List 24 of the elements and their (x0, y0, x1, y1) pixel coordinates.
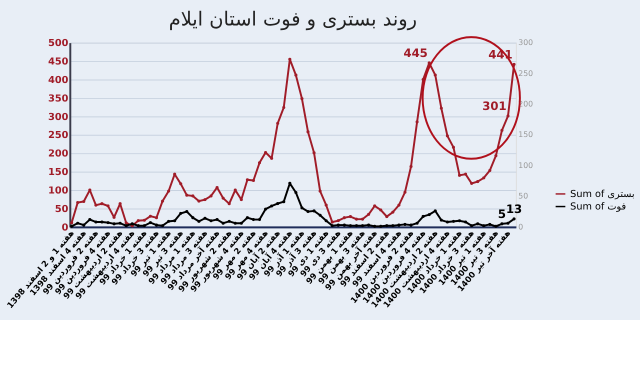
y-tick-label: 500 (48, 38, 69, 50)
y-tick-label: 0 (62, 222, 69, 234)
y2-tick-label: 0 (518, 222, 524, 232)
data-label: 301 (482, 99, 507, 114)
y2-tick-label: 250 (518, 68, 534, 78)
y-tick-label: 100 (48, 185, 69, 196)
data-label: 13 (506, 202, 522, 216)
y-tick-label: 50 (54, 204, 69, 215)
y-tick-label: 200 (48, 148, 69, 160)
chart-title: روند بستری و فوت استان ایلام (168, 8, 417, 31)
data-label: 445 (403, 46, 428, 60)
y-tick-label: 250 (48, 130, 69, 142)
y2-tick-label: 50 (518, 192, 528, 201)
data-label: 5 (498, 207, 506, 222)
y-tick-label: 450 (48, 56, 69, 68)
legend-label: Sum of فوت (570, 201, 626, 212)
y2-tick-label: 100 (518, 160, 534, 170)
y-tick-label: 400 (48, 74, 69, 86)
y-tick-label: 300 (48, 112, 69, 123)
legend-label: Sum of بستری (570, 188, 635, 200)
y-tick-label: 150 (48, 167, 69, 178)
y-tick-label: 350 (48, 93, 69, 104)
y2-tick-label: 150 (518, 130, 534, 140)
y2-tick-label: 300 (518, 38, 534, 48)
